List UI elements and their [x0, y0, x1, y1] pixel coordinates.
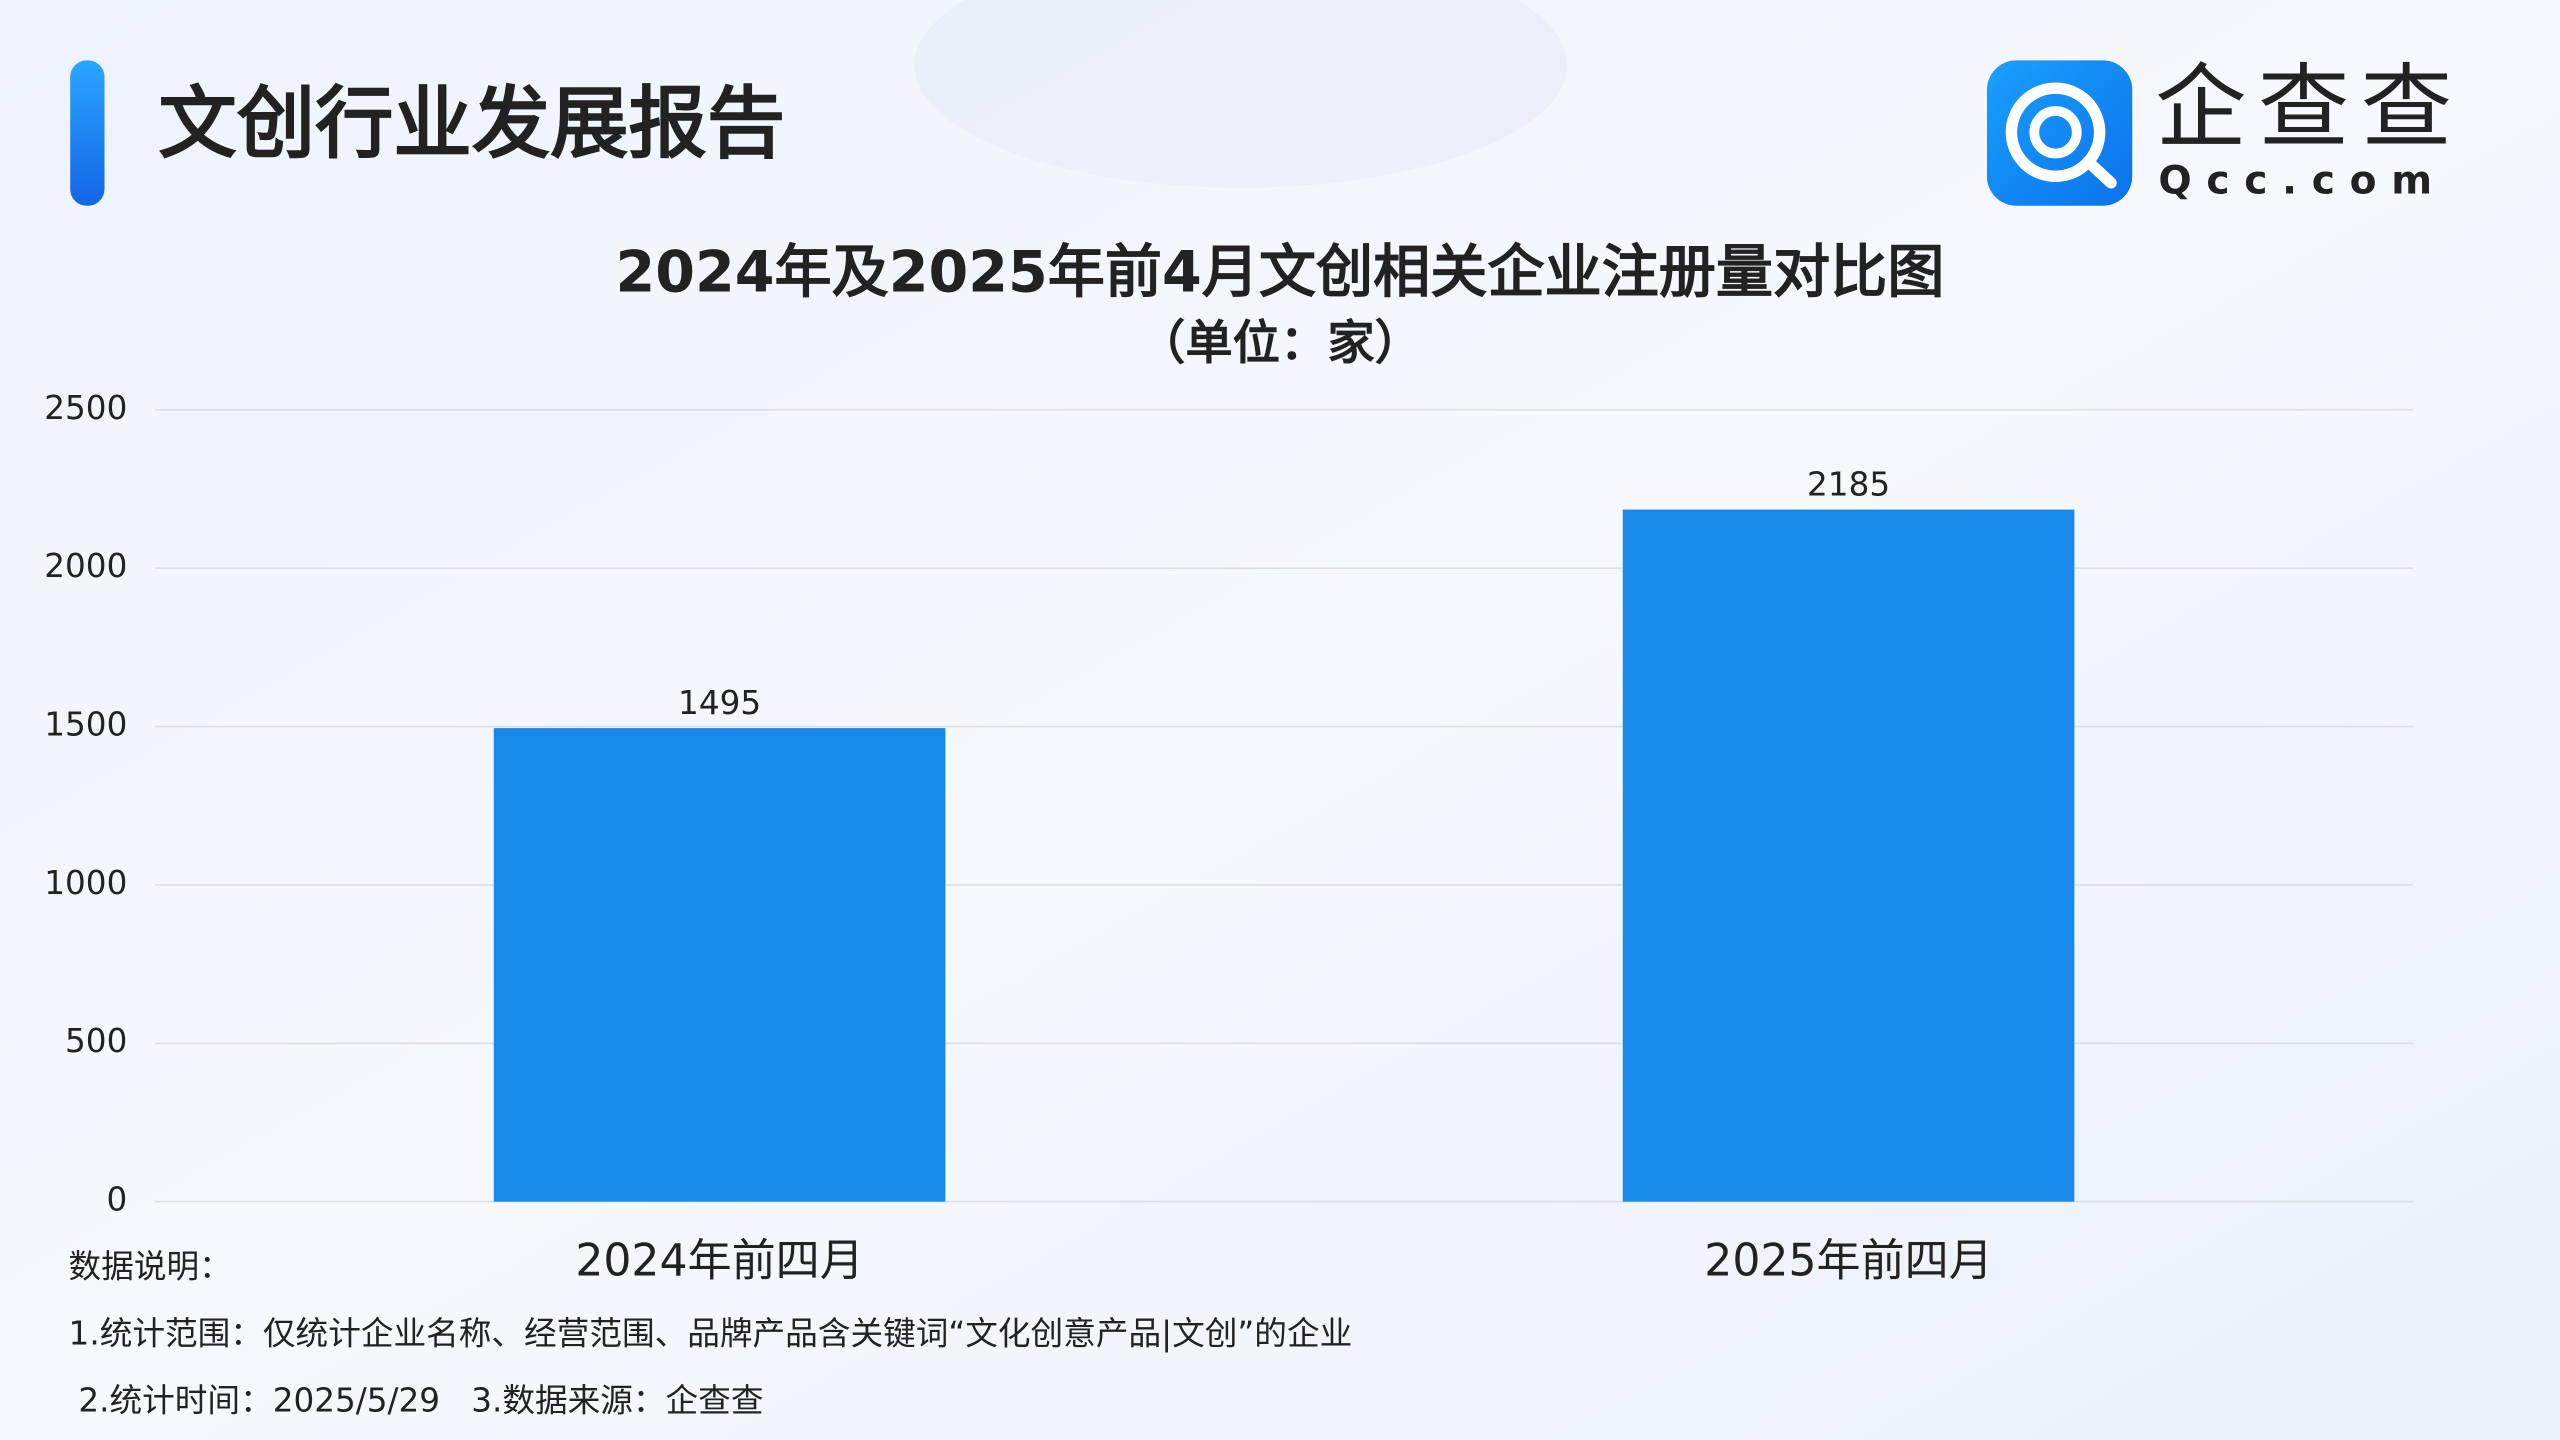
value-label: 1495	[678, 684, 761, 722]
value-label: 2185	[1807, 466, 1890, 504]
chart-title: 2024年及2025年前4月文创相关企业注册量对比图	[616, 240, 1945, 306]
note-line: 1.统计范围：仅统计企业名称、经营范围、品牌产品含关键词“文化创意产品|文创”的…	[69, 1315, 1353, 1353]
bar	[493, 728, 946, 1202]
bar	[1622, 509, 2075, 1202]
logo: 企查查 Qcc.com	[1986, 54, 2452, 206]
x-tick-label: 2024年前四月	[575, 1236, 864, 1287]
y-tick-label: 1500	[44, 706, 127, 744]
title-accent	[70, 60, 105, 206]
logo-ring	[2005, 82, 2106, 183]
page-title: 文创行业发展报告	[158, 78, 785, 169]
logo-domain: Qcc.com	[2158, 158, 2446, 203]
logo-tail	[2082, 155, 2117, 189]
x-tick-label: 2025年前四月	[1704, 1236, 1992, 1287]
logo-name: 企查查	[2155, 54, 2452, 161]
y-tick-label: 500	[65, 1022, 127, 1060]
background-glow	[914, 0, 1568, 188]
chart-subtitle: （单位：家）	[1138, 316, 1422, 371]
y-tick-label: 2500	[44, 389, 127, 427]
y-tick-label: 0	[107, 1181, 128, 1219]
logo-inner	[2029, 106, 2082, 159]
y-tick-label: 2000	[44, 547, 127, 585]
note-line: 2.统计时间：2025/5/29 3.数据来源：企查查	[78, 1381, 763, 1419]
notes-heading: 数据说明：	[69, 1248, 232, 1286]
y-tick-label: 1000	[44, 864, 127, 902]
